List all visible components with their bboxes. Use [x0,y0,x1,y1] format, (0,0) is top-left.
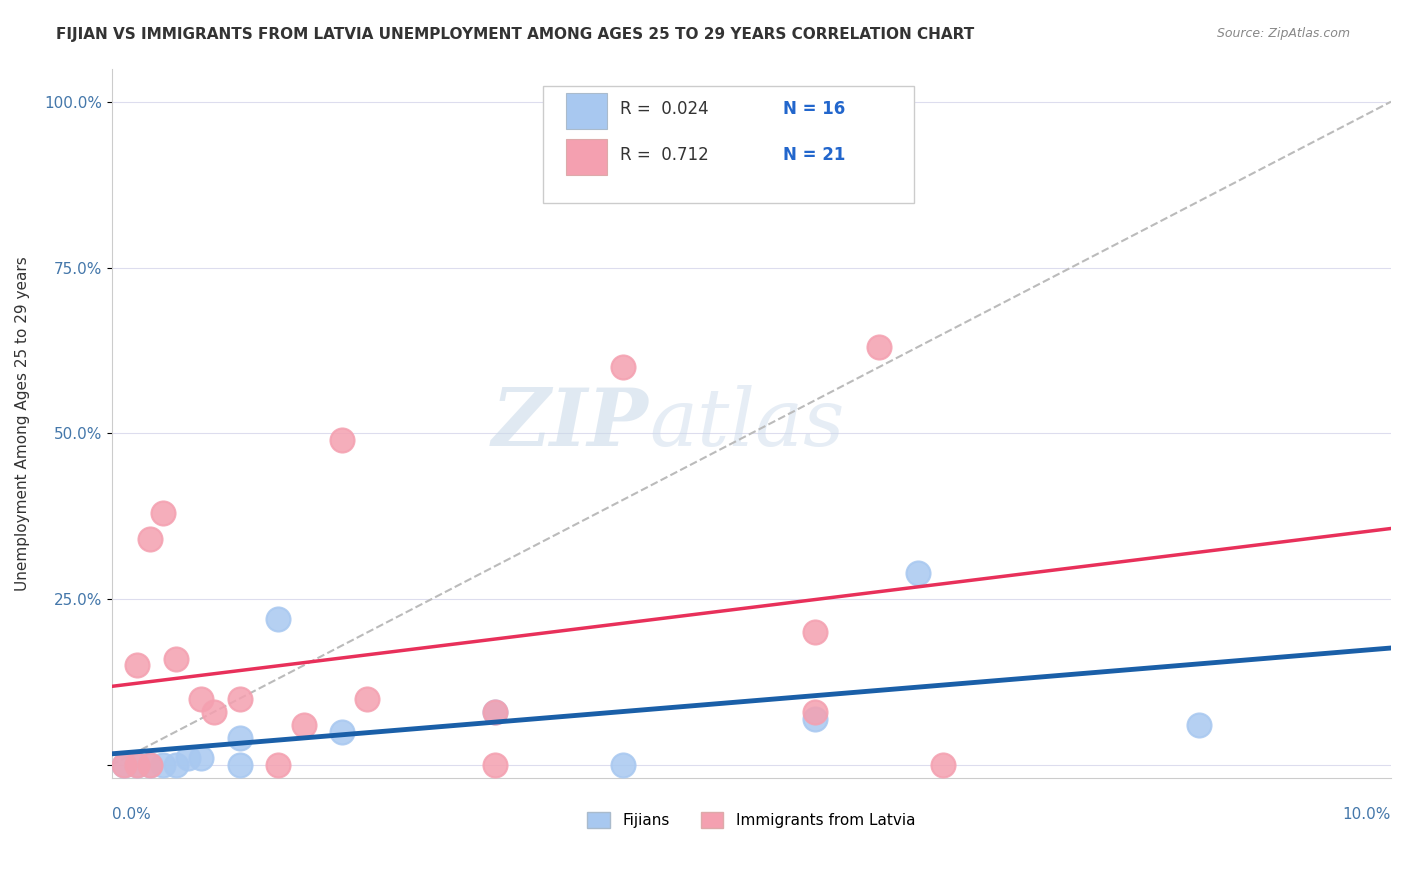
Point [804,625,827,640]
Point [190,751,212,765]
Point [267,758,290,772]
Point [868,340,890,354]
Text: 10.0%: 10.0% [1343,806,1391,822]
Point [330,724,353,739]
Point [292,718,315,732]
Point [152,506,174,520]
Point [127,658,149,673]
Y-axis label: Unemployment Among Ages 25 to 29 years: Unemployment Among Ages 25 to 29 years [15,256,30,591]
Point [804,705,827,719]
Point [127,758,149,772]
Point [139,758,162,772]
FancyBboxPatch shape [565,94,607,128]
Point [1188,718,1211,732]
Point [907,566,929,580]
Point [152,758,174,772]
Point [127,758,149,772]
Point [932,758,955,772]
Point [165,652,187,666]
FancyBboxPatch shape [565,139,607,175]
Point [139,758,162,772]
Point [139,533,162,547]
FancyBboxPatch shape [543,87,914,203]
Point [484,758,506,772]
Point [228,758,250,772]
Point [112,758,135,772]
Point [228,691,250,706]
Point [202,705,225,719]
Text: R =  0.024: R = 0.024 [620,100,709,118]
Point [112,758,135,772]
Text: ZIP: ZIP [492,384,650,462]
Point [190,691,212,706]
Point [356,691,378,706]
Point [484,705,506,719]
Point [804,712,827,726]
Text: N = 21: N = 21 [783,146,845,164]
Point [484,705,506,719]
Text: atlas: atlas [650,384,845,462]
Text: 0.0%: 0.0% [111,806,150,822]
Point [177,751,200,765]
Point [165,758,187,772]
Point [612,758,634,772]
Point [330,433,353,447]
Text: Source: ZipAtlas.com: Source: ZipAtlas.com [1216,27,1350,40]
Text: FIJIAN VS IMMIGRANTS FROM LATVIA UNEMPLOYMENT AMONG AGES 25 TO 29 YEARS CORRELAT: FIJIAN VS IMMIGRANTS FROM LATVIA UNEMPLO… [56,27,974,42]
Point [267,612,290,626]
Text: R =  0.712: R = 0.712 [620,146,709,164]
Legend: Fijians, Immigrants from Latvia: Fijians, Immigrants from Latvia [581,806,921,834]
Text: N = 16: N = 16 [783,100,845,118]
Point [612,359,634,374]
Point [228,731,250,746]
